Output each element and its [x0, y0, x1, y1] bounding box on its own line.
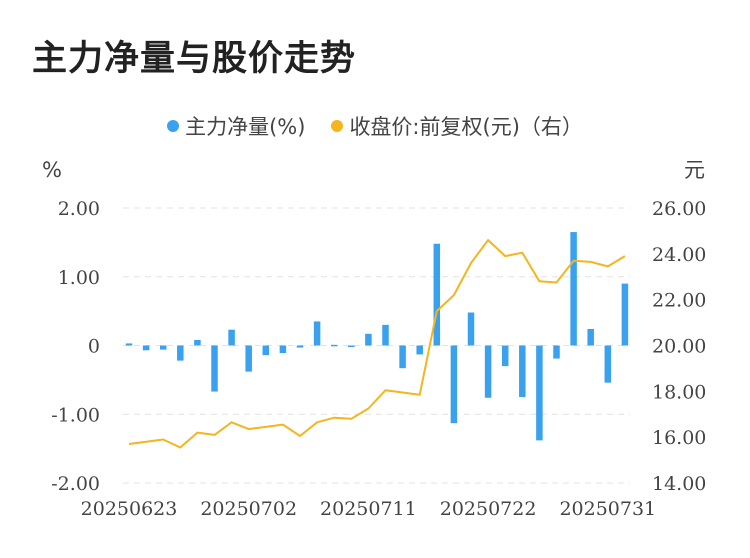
- chart-legend: 主力净量(%) 收盘价:前复权(元)（右）: [0, 111, 750, 141]
- y-right-unit-label: 元: [684, 158, 705, 182]
- legend-marker-close-price: [331, 120, 344, 132]
- bar: [467, 312, 475, 346]
- y-right-tick-label: 20.00: [652, 336, 706, 358]
- y-left-tick-label: -2.00: [51, 473, 100, 495]
- legend-item-close-price[interactable]: 收盘价:前复权(元)（右）: [331, 111, 583, 141]
- y-right-tick-label: 18.00: [652, 381, 706, 403]
- x-tick-label: 20250722: [440, 498, 537, 520]
- bar: [416, 345, 423, 355]
- bar: [228, 329, 235, 346]
- y-right-tick-label: 24.00: [652, 244, 706, 266]
- chart-title: 主力净量与股价走势: [32, 39, 357, 79]
- bar: [553, 345, 560, 359]
- y-left-tick-label: -1.00: [51, 404, 100, 426]
- bar: [245, 345, 252, 372]
- legend-label-net-volume: 主力净量(%): [185, 115, 306, 139]
- y-left-tick-label: 2.00: [58, 198, 100, 220]
- x-tick-label: 20250711: [320, 498, 417, 520]
- bar: [348, 345, 355, 347]
- y-left-tick-label: 0: [88, 336, 100, 358]
- bar: [142, 345, 150, 351]
- legend-marker-net-volume: [167, 120, 180, 132]
- bar: [365, 333, 372, 346]
- bar-series-net-volume: [125, 232, 629, 441]
- legend-label-close-price: 收盘价:前复权(元)（右）: [349, 115, 583, 139]
- y-left-unit-label: %: [42, 158, 62, 182]
- y-left-tick-label: 1.00: [58, 267, 100, 289]
- bar: [621, 283, 629, 346]
- bar: [399, 345, 406, 369]
- bar: [604, 345, 612, 383]
- bar: [519, 345, 526, 398]
- bar: [262, 345, 270, 356]
- bar: [484, 345, 492, 398]
- bar: [211, 345, 218, 392]
- price-line: [128, 239, 626, 449]
- bar: [296, 345, 304, 348]
- x-tick-label: 20250731: [559, 498, 656, 520]
- bar: [125, 343, 133, 346]
- bar: [433, 243, 441, 346]
- axis-labels: 2.00 1.00 0 -1.00 -2.00 26.00 24.00 22.00 20.00 1…: [42, 158, 706, 520]
- bar: [177, 345, 184, 361]
- bar: [330, 344, 338, 347]
- bar: [570, 232, 577, 346]
- line-series-close-price: [128, 239, 626, 449]
- bar: [501, 345, 509, 367]
- y-right-tick-label: 22.00: [652, 290, 706, 312]
- x-tick-label: 20250623: [81, 498, 178, 520]
- y-right-tick-label: 14.00: [652, 473, 706, 495]
- bar: [536, 345, 543, 441]
- bar: [279, 345, 287, 354]
- bar: [450, 345, 458, 424]
- legend-item-net-volume[interactable]: 主力净量(%): [167, 111, 305, 141]
- bar: [313, 321, 321, 346]
- bar: [159, 345, 167, 350]
- y-right-tick-label: 26.00: [652, 198, 706, 220]
- bar: [194, 340, 201, 346]
- bar: [587, 329, 594, 346]
- y-right-tick-label: 16.00: [652, 427, 706, 449]
- grid-lines: [123, 207, 630, 484]
- bar: [382, 324, 389, 346]
- x-tick-label: 20250702: [200, 498, 297, 520]
